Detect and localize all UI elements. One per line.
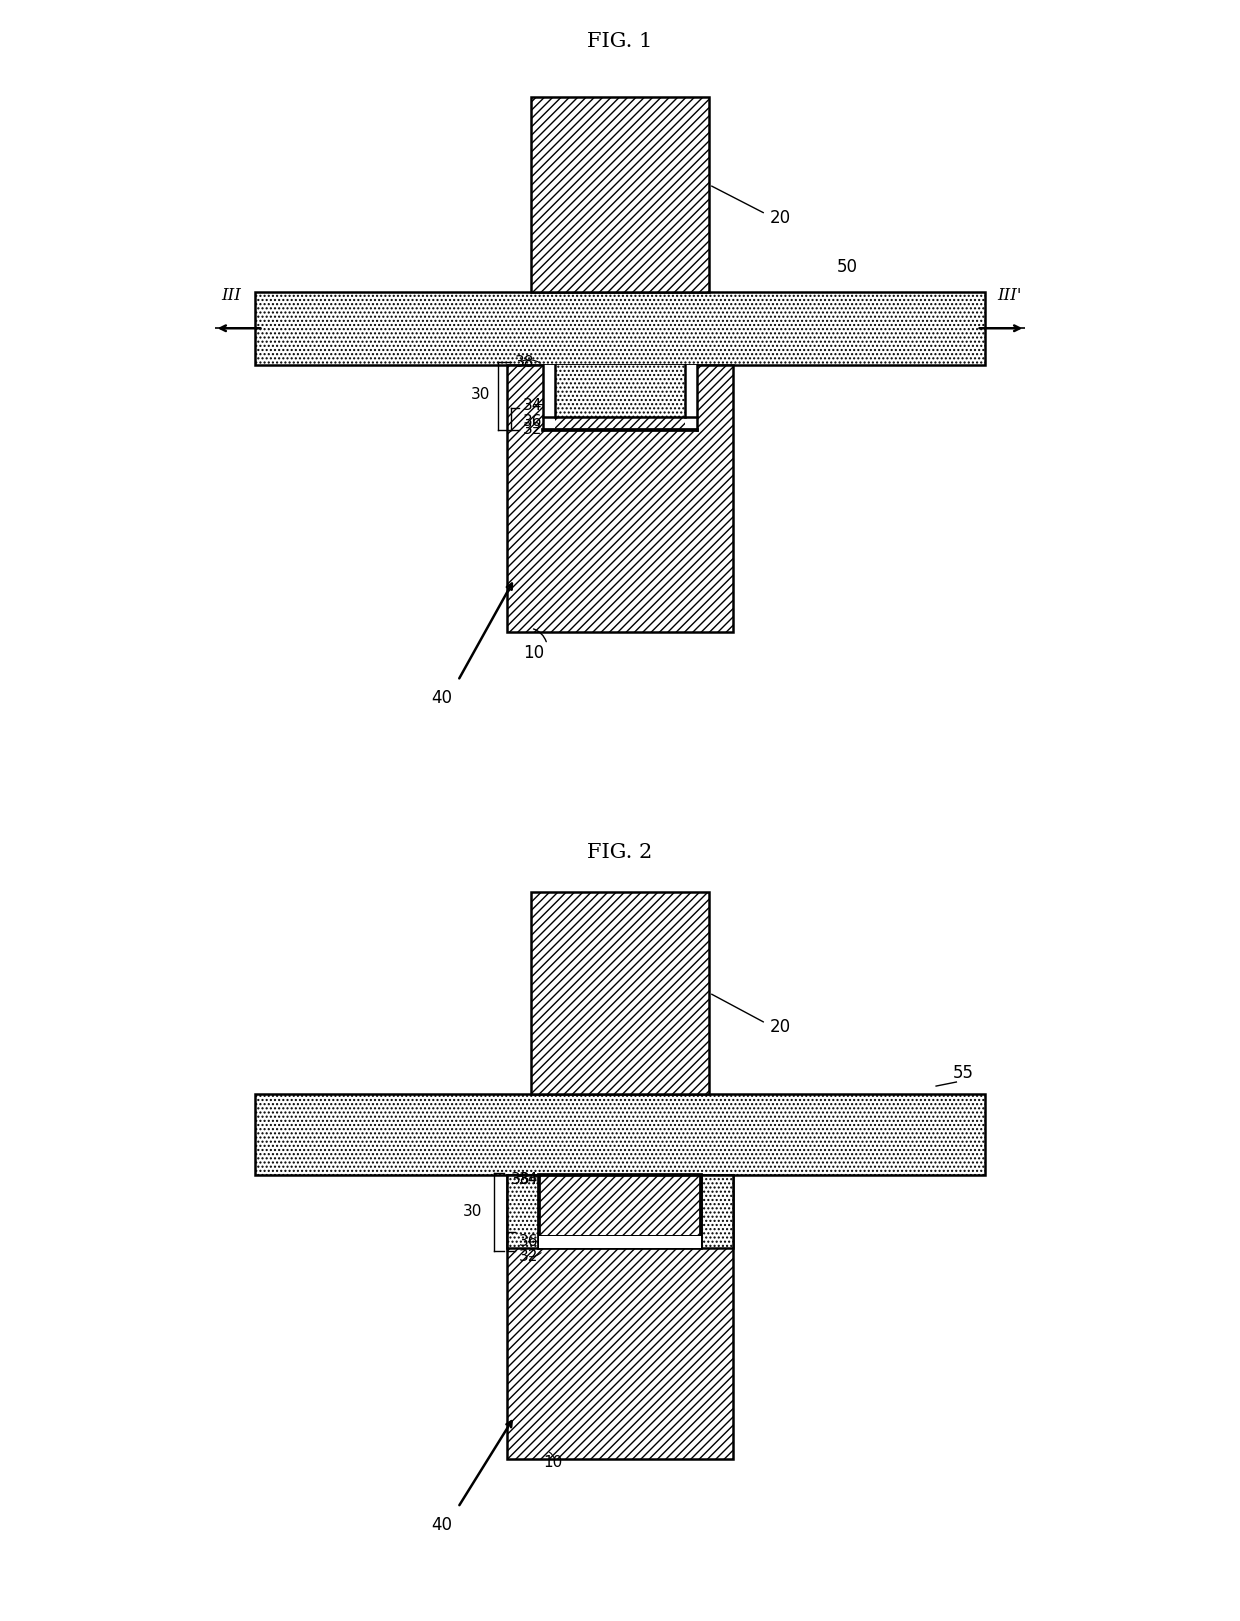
Bar <box>539 1235 701 1248</box>
Text: 38: 38 <box>511 1172 529 1187</box>
Text: FIG. 1: FIG. 1 <box>588 32 652 52</box>
Text: 34: 34 <box>523 397 542 413</box>
Text: 34: 34 <box>518 1172 538 1187</box>
Text: 32: 32 <box>518 1248 538 1264</box>
Bar <box>506 1175 539 1248</box>
Text: 10: 10 <box>543 1456 562 1470</box>
Bar <box>506 1175 734 1459</box>
Bar <box>684 365 697 430</box>
Bar <box>506 365 734 632</box>
Bar <box>556 365 684 417</box>
Bar <box>531 97 709 292</box>
Text: 10: 10 <box>523 644 544 663</box>
Text: 30: 30 <box>463 1204 482 1219</box>
Text: 55: 55 <box>952 1063 973 1083</box>
Text: III': III' <box>997 287 1022 305</box>
Text: FIG. 2: FIG. 2 <box>588 843 652 862</box>
Bar <box>255 1094 985 1175</box>
Text: 36: 36 <box>518 1234 538 1248</box>
Bar <box>531 892 709 1094</box>
Text: 36: 36 <box>523 413 542 428</box>
Text: 30: 30 <box>471 387 490 402</box>
Text: 50: 50 <box>837 258 857 276</box>
Bar <box>255 292 985 365</box>
Text: III: III <box>221 287 241 305</box>
Text: 38: 38 <box>515 355 534 370</box>
Text: 32: 32 <box>523 421 542 438</box>
Text: 20: 20 <box>770 1018 791 1036</box>
Bar <box>701 1175 734 1248</box>
Text: 40: 40 <box>432 689 453 707</box>
Bar <box>539 1175 701 1248</box>
Bar <box>543 365 556 430</box>
Text: 40: 40 <box>432 1516 453 1533</box>
Text: 20: 20 <box>770 209 791 227</box>
